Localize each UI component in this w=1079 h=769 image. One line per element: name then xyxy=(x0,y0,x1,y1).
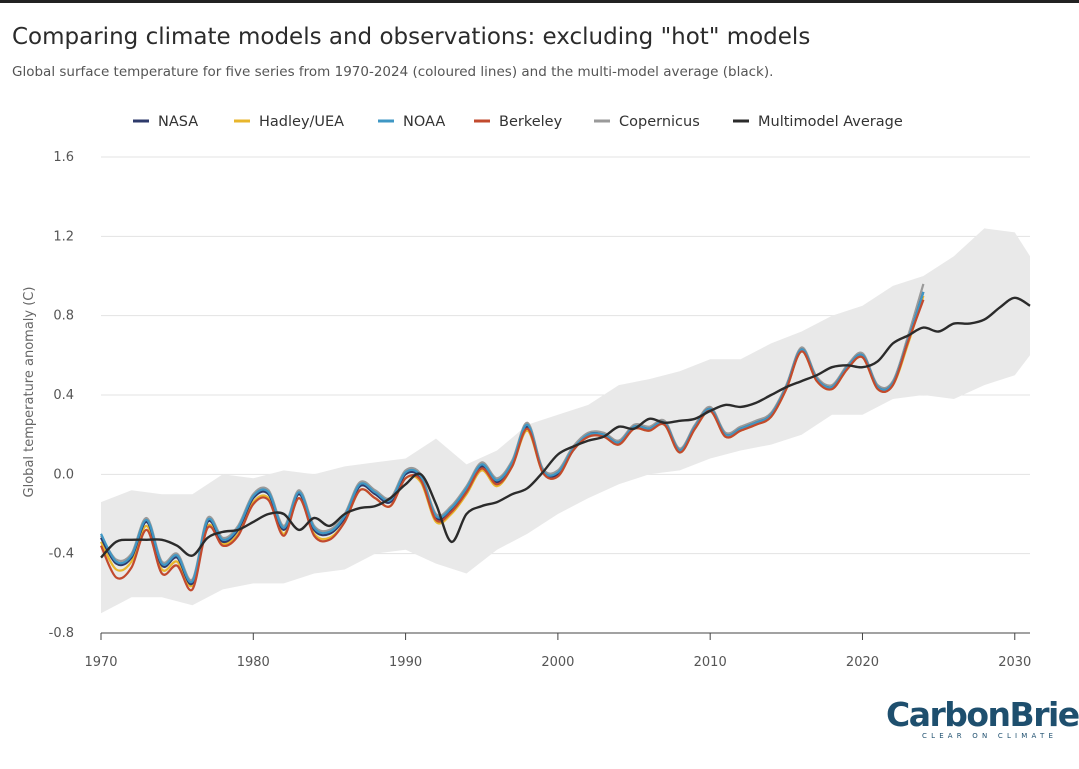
top-rule xyxy=(0,0,1079,3)
legend-label: Multimodel Average xyxy=(758,114,903,130)
x-tick-label: 2010 xyxy=(694,655,727,670)
y-tick-label: 0.4 xyxy=(53,388,74,403)
legend-label: Hadley/UEA xyxy=(259,114,344,130)
x-tick-label: 1980 xyxy=(237,655,270,670)
brand-name: CarbonBrief xyxy=(886,695,1079,734)
x-tick-label: 1990 xyxy=(389,655,422,670)
axes: -0.8 -0.4 0.0 0.4 0.8 1.2 1.6 1970 1980 1990 2000 2… xyxy=(49,150,1032,670)
x-tick-label: 2030 xyxy=(998,655,1031,670)
legend: NASA Hadley/UEA NOAA Berkeley Copernicus Mult… xyxy=(133,114,903,130)
y-tick-label: 0.8 xyxy=(53,309,74,324)
model-range-area xyxy=(101,228,1030,614)
y-axis-label: Global temperature anomaly (C) xyxy=(22,287,37,498)
legend-label: NOAA xyxy=(403,114,445,130)
legend-label: NASA xyxy=(158,114,198,130)
y-tick-label: 1.2 xyxy=(53,229,74,244)
chart-subtitle: Global surface temperature for five seri… xyxy=(12,64,774,80)
legend-label: Berkeley xyxy=(499,114,563,130)
series-line-berkeley xyxy=(99,299,925,592)
y-tick-label: -0.4 xyxy=(49,547,74,562)
y-tick-label: 0.0 xyxy=(53,467,74,482)
x-tick-label: 1970 xyxy=(84,655,117,670)
y-tick-label: 1.6 xyxy=(53,150,74,165)
carbonbrief-logo: CarbonBrief CLEAR ON CLIMATE xyxy=(886,695,1079,741)
series-lines xyxy=(99,283,1031,592)
x-tick-label: 2020 xyxy=(846,655,879,670)
legend-label: Copernicus xyxy=(619,114,700,130)
brand-tagline: CLEAR ON CLIMATE xyxy=(922,732,1058,740)
chart-title: Comparing climate models and observation… xyxy=(12,24,811,50)
model-range-band xyxy=(101,228,1030,614)
y-tick-label: -0.8 xyxy=(49,626,74,641)
x-tick-label: 2000 xyxy=(541,655,574,670)
series-line-multimodel-average xyxy=(100,296,1031,559)
